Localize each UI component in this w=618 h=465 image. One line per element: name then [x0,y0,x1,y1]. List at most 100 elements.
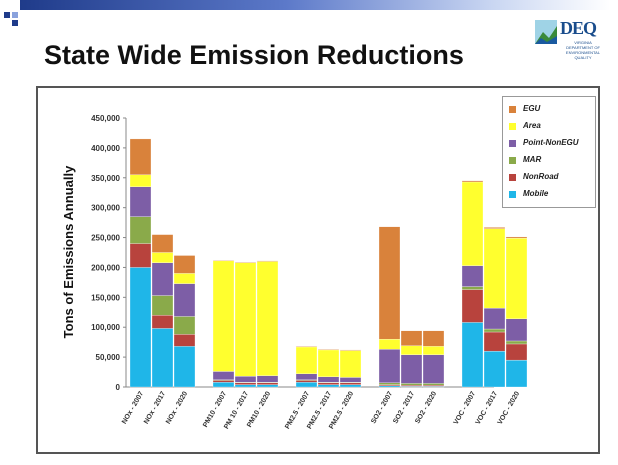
y-tick-label: 300,000 [91,204,120,213]
bar-segment-point-nonegu [317,376,340,383]
bar-segment-nonroad [378,384,401,386]
legend-swatch [509,157,516,164]
bar-segment-nonroad [505,343,528,361]
bar-segment-nonroad [339,382,362,385]
x-tick-label: NOx - 2017 [143,390,167,425]
bar-segment-point-nonegu [256,375,279,383]
bar-segment-area [256,261,279,376]
bar-segment-mar [505,340,528,345]
bar-segment-egu [212,260,235,262]
bar-segment-egu [461,180,484,183]
bar-segment-egu [378,226,401,340]
legend-swatch [509,106,516,113]
legend-swatch [509,123,516,130]
bar-segment-nonroad [234,382,257,385]
bar-segment-point-nonegu [483,307,506,330]
legend-swatch [509,191,516,198]
bar-segment-mobile [234,384,257,388]
legend-label: Area [523,121,541,130]
bar-segment-mobile [378,385,401,388]
bar-segment-egu [400,330,423,346]
bar-segment-point-nonegu [378,349,401,383]
bar-segment-area [212,260,235,372]
bar-segment-nonroad [483,331,506,352]
bar-segment-mar [151,295,174,316]
y-tick-label: 450,000 [91,114,120,123]
bar-segment-point-nonegu [400,354,423,384]
bar-segment-point-nonegu [129,186,152,217]
bar-segment-area [483,228,506,309]
bar-segment-mar [483,328,506,333]
y-tick-label: 250,000 [91,234,120,243]
bar-segment-point-nonegu [295,373,318,380]
bar-segment-mobile [256,384,279,388]
legend-label: Mobile [523,189,549,198]
bar-segment-mobile [129,267,152,388]
bar-segment-point-nonegu [505,318,528,342]
bar-segment-mobile [339,384,362,388]
bar-segment-egu [505,236,528,239]
bar-segment-area [422,346,445,355]
bar-segment-point-nonegu [151,262,174,296]
bar-segment-nonroad [422,385,445,387]
x-tick-label: NOx - 2007 [121,390,145,425]
y-tick-label: 150,000 [91,293,120,302]
y-tick-label: 350,000 [91,174,120,183]
bar-segment-point-nonegu [212,371,235,380]
legend-label: Point-NonEGU [523,138,579,147]
bar-segment-area [317,349,340,377]
bar-segment-mar [378,382,401,385]
corner-square [4,12,10,18]
y-tick-label: 200,000 [91,263,120,272]
bar-segment-nonroad [129,243,152,268]
bar-segment-mar [173,316,196,335]
bar-segment-area [339,350,362,378]
bar-segment-nonroad [151,315,174,329]
y-tick-label: 100,000 [91,323,120,332]
bar-segment-mobile [295,382,318,388]
logo-text: DEQ [560,18,597,38]
bar-segment-mobile [212,382,235,388]
legend-label: MAR [523,155,542,164]
legend-label: NonRoad [523,172,559,181]
bar-segment-area [461,181,484,266]
bar-segment-point-nonegu [173,283,196,317]
x-tick-label: SO2 - 2007 [370,390,394,425]
deq-logo [535,20,557,44]
slide-title: State Wide Emission Reductions [44,40,464,70]
bar-segment-egu [173,255,196,274]
bar-segment-area [378,339,401,350]
y-tick-label: 50,000 [96,353,121,362]
legend-swatch [509,174,516,181]
bar-segment-area [505,238,528,320]
x-tick-label: SO2 - 2017 [392,390,416,425]
bar-segment-mar [400,383,423,386]
bar-segment-nonroad [400,385,423,387]
bar-segment-mobile [505,359,528,388]
y-tick-label: 400,000 [91,144,120,153]
bar-segment-point-nonegu [461,265,484,287]
bar-segment-nonroad [461,289,484,323]
bar-segment-area [129,174,152,187]
legend-label: EGU [523,104,541,113]
x-tick-label: NOx - 2020 [165,390,189,425]
bar-segment-mar [461,286,484,290]
corner-square [12,20,18,26]
legend-swatch [509,140,516,147]
bar-segment-egu [256,260,279,262]
bar-segment-mobile [173,346,196,388]
bar-segment-egu [339,349,362,351]
bar-segment-egu [422,330,445,347]
x-tick-label: VOC - 2017 [475,390,500,426]
bar-segment-area [173,273,196,284]
bar-segment-area [234,262,257,377]
bar-segment-mar [422,383,445,386]
top-banner [20,0,610,10]
bar-segment-nonroad [256,382,279,385]
bar-segment-mobile [483,350,506,388]
bar-segment-mobile [317,384,340,388]
bar-segment-mar [129,216,152,244]
bar-segment-egu [317,349,340,351]
bar-segment-nonroad [212,380,235,383]
y-axis-label: Tons of Emissions Annually [61,165,76,338]
